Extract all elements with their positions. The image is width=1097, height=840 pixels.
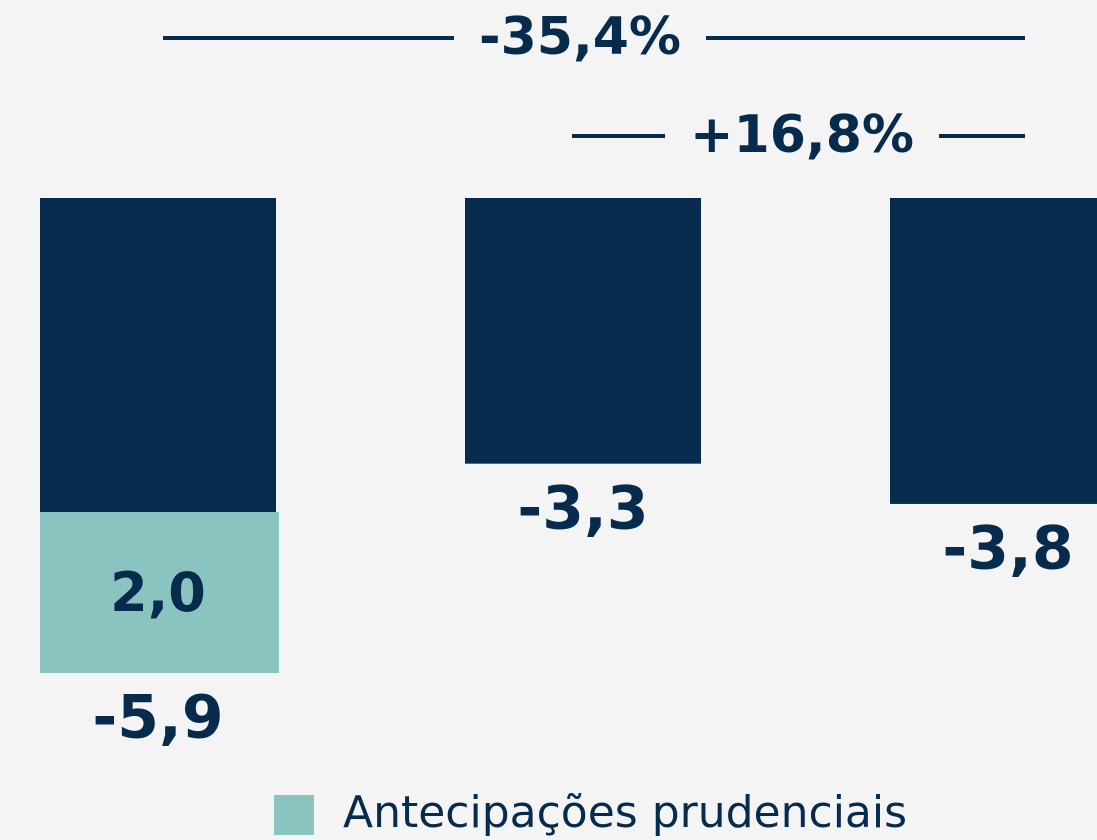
value-label: -5,9 — [92, 683, 223, 753]
legend-swatch — [274, 795, 314, 835]
legend-label: Antecipações prudenciais — [343, 787, 907, 838]
change-annotation: +16,8% — [690, 105, 914, 165]
bar — [465, 198, 701, 464]
segment-label: 2,0 — [110, 561, 206, 624]
value-label: -3,8 — [942, 514, 1073, 584]
value-label: -3,3 — [517, 473, 648, 543]
bar-segment — [40, 511, 279, 673]
change-annotation: -35,4% — [479, 7, 681, 67]
bar — [890, 198, 1097, 504]
